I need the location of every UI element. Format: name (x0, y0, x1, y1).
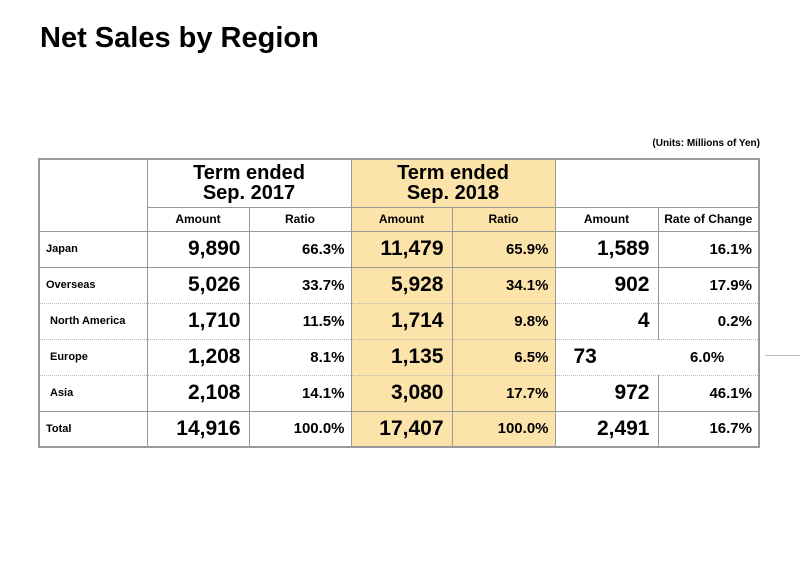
amount-2017: 2,108 (146, 375, 250, 412)
change-amount: 2,491 (554, 410, 659, 447)
change-amount: 73 (554, 339, 658, 376)
ratio-2017: 14.1% (248, 375, 352, 412)
row-label: Japan (38, 231, 148, 268)
header-term-2017: Term ended Sep. 2017 (146, 159, 352, 208)
subheader-ratio-2018: Ratio (451, 207, 556, 232)
ratio-2017: 33.7% (248, 267, 352, 304)
rate-of-change: 46.1% (657, 375, 760, 412)
amount-2018: 11,479 (350, 231, 453, 268)
rate-of-change: 16.7% (657, 410, 760, 447)
amount-2017: 1,208 (146, 339, 250, 376)
ratio-2017: 8.1% (248, 339, 352, 376)
table-row-north-america: North America 1,710 11.5% 1,714 9.8% 4 0… (38, 303, 760, 340)
header-change-cell (554, 159, 760, 208)
ratio-2018: 65.9% (451, 231, 556, 268)
amount-2018: 1,135 (350, 339, 453, 376)
row-label: North America (38, 303, 148, 340)
ratio-2018: 100.0% (451, 410, 556, 447)
term-2018-line1: Term ended (397, 162, 509, 185)
rate-of-change: 6.0% (658, 339, 760, 376)
amount-2018: 17,407 (350, 410, 453, 447)
amount-2017: 14,916 (146, 410, 250, 447)
rate-of-change: 16.1% (657, 231, 760, 268)
divider-line (765, 355, 800, 356)
net-sales-table: Term ended Sep. 2017 Term ended Sep. 201… (38, 158, 760, 448)
header-row-terms: Term ended Sep. 2017 Term ended Sep. 201… (38, 159, 760, 232)
subheader-ratio-2017: Ratio (248, 207, 352, 232)
amount-2017: 5,026 (146, 267, 250, 304)
row-label: Overseas (38, 267, 148, 304)
table-row-total: Total 14,916 100.0% 17,407 100.0% 2,491 … (38, 410, 760, 447)
table-row-japan: Japan 9,890 66.3% 11,479 65.9% 1,589 16.… (38, 231, 760, 268)
change-amount: 902 (554, 267, 659, 304)
ratio-2017: 66.3% (248, 231, 352, 268)
ratio-2018: 34.1% (451, 267, 556, 304)
change-amount: 972 (554, 375, 659, 412)
subheader-change-amount: Amount (554, 207, 659, 232)
table-row-europe: Europe 1,208 8.1% 1,135 6.5% 73 6.0% (38, 339, 760, 376)
change-amount: 4 (554, 303, 659, 340)
ratio-2018: 6.5% (451, 339, 556, 376)
change-amount: 1,589 (554, 231, 659, 268)
ratio-2017: 100.0% (248, 410, 352, 447)
page-title: Net Sales by Region (40, 22, 319, 54)
amount-2018: 3,080 (350, 375, 453, 412)
subheader-rate-of-change: Rate of Change (657, 207, 760, 232)
term-2017-line1: Term ended (193, 162, 305, 185)
table-row-overseas: Overseas 5,026 33.7% 5,928 34.1% 902 17.… (38, 267, 760, 304)
header-row-sub: Amount Ratio Amount Ratio Amount Rate of… (39, 207, 760, 232)
header-term-2018: Term ended Sep. 2018 (350, 159, 556, 208)
amount-2017: 1,710 (146, 303, 250, 340)
ratio-2018: 17.7% (451, 375, 556, 412)
rate-of-change: 17.9% (657, 267, 760, 304)
units-note: (Units: Millions of Yen) (652, 138, 760, 149)
row-label: Total (38, 410, 148, 447)
amount-2018: 5,928 (350, 267, 453, 304)
term-2017-line2: Sep. 2017 (202, 182, 296, 205)
subheader-amount-2018: Amount (350, 207, 453, 232)
header-corner-cell (38, 159, 148, 232)
amount-2018: 1,714 (350, 303, 453, 340)
amount-2017: 9,890 (146, 231, 250, 268)
subheader-amount-2017: Amount (146, 207, 250, 232)
rate-of-change: 0.2% (657, 303, 760, 340)
row-label: Europe (38, 339, 148, 376)
term-2018-line2: Sep. 2018 (406, 182, 500, 205)
ratio-2018: 9.8% (451, 303, 556, 340)
table-row-asia: Asia 2,108 14.1% 3,080 17.7% 972 46.1% (38, 375, 760, 412)
ratio-2017: 11.5% (248, 303, 352, 340)
row-label: Asia (38, 375, 148, 412)
